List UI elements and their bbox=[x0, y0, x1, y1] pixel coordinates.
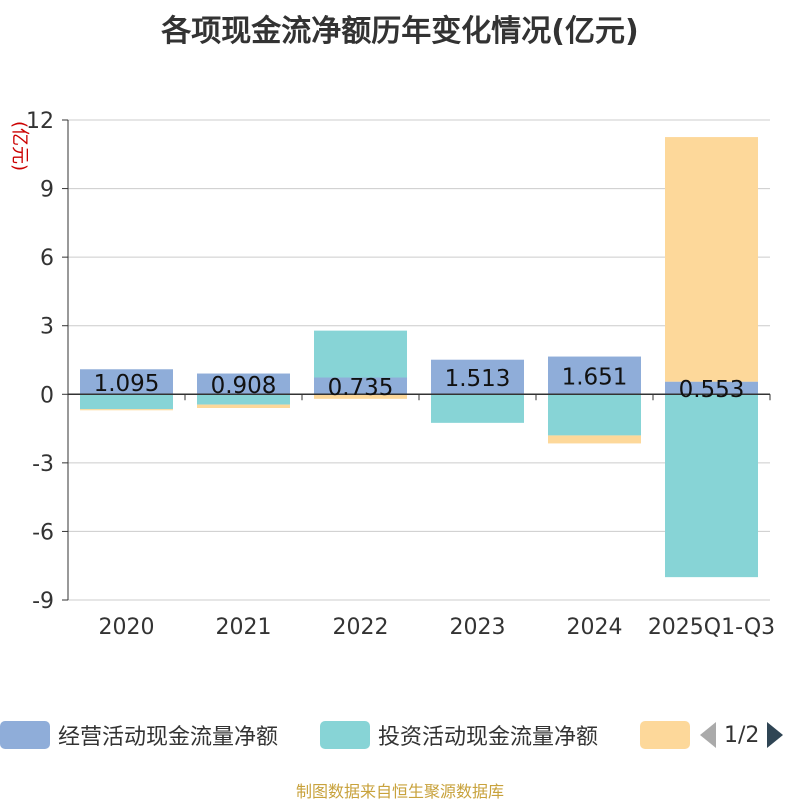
y-tick-label: 12 bbox=[26, 109, 54, 134]
y-tick-label: -3 bbox=[32, 452, 54, 477]
y-axis-unit: (亿元) bbox=[9, 121, 30, 171]
bar-operating-3 bbox=[431, 359, 524, 395]
x-tick-label: 2025Q1-Q3 bbox=[648, 615, 775, 640]
x-tick-label: 2023 bbox=[450, 615, 506, 640]
pager-prev-icon[interactable] bbox=[700, 722, 716, 748]
bar-investing-0 bbox=[80, 394, 173, 410]
bar-financing-5 bbox=[665, 137, 758, 382]
data-label: 1.513 bbox=[445, 366, 511, 392]
bar-financing-1 bbox=[197, 404, 290, 408]
bar-operating-2 bbox=[314, 377, 407, 395]
legend: 经营活动现金流量净额 投资活动现金流量净额 bbox=[0, 718, 800, 752]
data-label: 1.651 bbox=[562, 364, 628, 390]
bar-operating-4 bbox=[548, 356, 641, 395]
bar-operating-0 bbox=[80, 369, 173, 395]
legend-item-financing[interactable] bbox=[640, 718, 690, 752]
bar-investing-1 bbox=[197, 394, 290, 405]
data-label: 1.095 bbox=[94, 371, 160, 397]
data-source-note: 制图数据来自恒生聚源数据库 bbox=[295, 782, 504, 801]
bar-operating-5 bbox=[665, 381, 758, 395]
bar-financing-2 bbox=[314, 394, 407, 399]
y-tick-label: 0 bbox=[40, 383, 54, 408]
y-tick-label: 9 bbox=[40, 178, 54, 203]
pager-text: 1/2 bbox=[724, 722, 760, 748]
chart-title: 各项现金流净额历年变化情况(亿元) bbox=[161, 14, 639, 49]
y-tick-label: -6 bbox=[32, 520, 54, 545]
x-tick-label: 2020 bbox=[99, 615, 155, 640]
bar-operating-1 bbox=[197, 373, 290, 395]
x-tick-label: 2021 bbox=[216, 615, 272, 640]
legend-pager: 1/2 bbox=[700, 718, 784, 752]
x-tick-label: 2024 bbox=[567, 615, 623, 640]
x-tick-label: 2022 bbox=[333, 615, 389, 640]
cash-flow-chart: 12 9 6 3 0 -3 -6 -9 (亿元) 1.095 0.908 0.735 1.513 1.65… bbox=[9, 109, 775, 640]
data-label: 0.908 bbox=[211, 373, 277, 399]
legend-swatch-financing bbox=[640, 721, 690, 749]
legend-swatch-operating bbox=[0, 721, 50, 749]
bar-investing-5 bbox=[665, 394, 758, 578]
data-label: 0.553 bbox=[679, 377, 745, 403]
pager-next-icon[interactable] bbox=[767, 722, 784, 748]
legend-label-investing: 投资活动现金流量净额 bbox=[378, 725, 599, 750]
bar-investing-3 bbox=[431, 394, 524, 423]
legend-item-investing[interactable]: 投资活动现金流量净额 bbox=[320, 718, 598, 752]
legend-item-operating[interactable]: 经营活动现金流量净额 bbox=[0, 718, 278, 752]
y-tick-label: 6 bbox=[40, 246, 54, 271]
bar-investing-4 bbox=[548, 394, 641, 436]
legend-label-operating: 经营活动现金流量净额 bbox=[58, 725, 279, 750]
y-tick-label: 3 bbox=[40, 315, 54, 340]
bar-financing-0 bbox=[80, 409, 173, 411]
y-tick-label: -9 bbox=[32, 589, 54, 614]
bar-investing-2 bbox=[314, 330, 407, 378]
bar-financing-4 bbox=[548, 435, 641, 444]
legend-swatch-investing bbox=[320, 721, 370, 749]
data-label: 0.735 bbox=[328, 375, 394, 401]
